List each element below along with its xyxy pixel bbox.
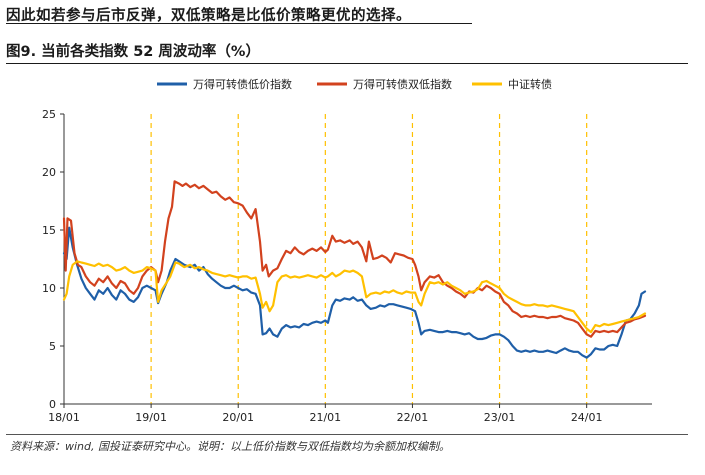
y-tick-label-2: 10 (42, 282, 56, 295)
intro-underline (6, 23, 472, 24)
legend-label-2: 中证转债 (508, 77, 552, 91)
x-tick-label-1: 19/01 (135, 411, 167, 424)
x-tick-label-6: 24/01 (571, 411, 603, 424)
title-divider (6, 63, 688, 64)
y-tick-label-5: 25 (42, 108, 56, 121)
figure-title: 图9. 当前各类指数 52 周波动率（%） (6, 44, 260, 60)
year-dashed-lines (150, 114, 588, 404)
x-tick-label-2: 20/01 (222, 411, 254, 424)
y-tick-label-0: 0 (49, 398, 56, 411)
y-tick-label-3: 15 (42, 224, 56, 237)
y-tick-label-4: 20 (42, 166, 56, 179)
source-divider (6, 434, 688, 435)
legend-label-1: 万得可转债双低指数 (353, 77, 452, 91)
chart-series (62, 180, 647, 359)
series-line-2 (62, 260, 647, 334)
legend-item-2: 中证转债 (472, 77, 552, 91)
x-tick-label-5: 23/01 (484, 411, 516, 424)
volatility-chart: 万得可转债低价指数 万得可转债双低指数 中证转债 0 5 10 15 20 25 18/01 19… (42, 77, 652, 424)
chart-legend: 万得可转债低价指数 万得可转债双低指数 中证转债 (157, 77, 552, 91)
legend-item-1: 万得可转债双低指数 (317, 77, 452, 91)
x-tick-label-4: 22/01 (397, 411, 429, 424)
intro-text: 因此如若参与后市反弹，双低策略是比低价策略更优的选择。 (6, 8, 411, 24)
x-tick-label-0: 18/01 (48, 411, 80, 424)
source-note: 资料来源：wind, 国投证泰研究中心。说明：以上低价指数与双低指数均为余额加权… (10, 440, 450, 453)
y-tick-label-1: 5 (49, 340, 56, 353)
series-line-0 (62, 226, 647, 359)
legend-label-0: 万得可转债低价指数 (193, 77, 292, 91)
x-tick-label-3: 21/01 (309, 411, 341, 424)
legend-item-0: 万得可转债低价指数 (157, 77, 292, 91)
chart-axes: 0 5 10 15 20 25 18/01 19/01 20/01 21/01 22/01 23/01… (42, 108, 652, 424)
